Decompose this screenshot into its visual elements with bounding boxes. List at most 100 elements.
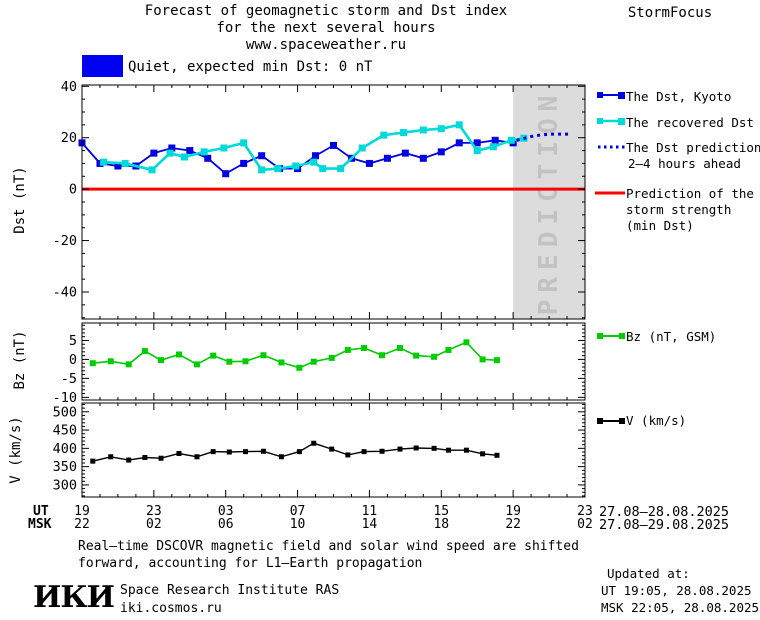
marker-dst-kyoto: [401, 149, 409, 157]
marker-v-speed: [108, 454, 114, 460]
marker-dst-recovered: [473, 147, 481, 155]
y-tick-label: -10: [53, 390, 77, 406]
marker-dst-recovered: [400, 129, 408, 137]
marker-bz: [463, 339, 470, 346]
storm-level-swatch: [82, 55, 123, 77]
marker-dst-kyoto: [114, 162, 122, 170]
marker-bz: [278, 359, 285, 366]
msk-hour-tick-label: 02: [577, 517, 593, 532]
marker-bz: [226, 358, 233, 365]
marker-dst-recovered: [180, 153, 188, 161]
marker-bz: [396, 345, 403, 352]
marker-dst-kyoto: [365, 159, 373, 167]
ut-hour-tick-label: 07: [289, 504, 306, 519]
marker-dst-recovered: [121, 159, 129, 167]
legend-label-storm-line3: (min Dst): [626, 218, 694, 233]
marker-bz: [310, 358, 317, 365]
marker-dst-recovered: [507, 136, 515, 144]
marker-dst-recovered: [100, 158, 108, 166]
marker-v-speed: [278, 454, 284, 460]
y-tick-label: 20: [61, 130, 77, 146]
marker-bz: [431, 353, 438, 360]
marker-dst-recovered: [258, 166, 266, 174]
marker-v-speed: [176, 450, 182, 456]
marker-v-speed: [194, 454, 200, 460]
y-tick-label: 5: [69, 333, 77, 349]
marker-v-speed: [142, 454, 148, 460]
marker-dst-kyoto: [240, 159, 248, 167]
footnote-line2: forward, accounting for L1–Earth propaga…: [78, 556, 423, 571]
page-title-line1: Forecast of geomagnetic storm and Dst in…: [144, 3, 508, 19]
ut-date-range: 27.08–28.08.2025: [599, 504, 730, 520]
marker-dst-kyoto: [419, 154, 427, 162]
marker-bz: [328, 354, 335, 361]
marker-dst-recovered: [455, 121, 463, 129]
marker-dst-kyoto: [168, 144, 176, 152]
marker-v-speed: [210, 449, 216, 455]
prediction-band: [513, 85, 585, 319]
marker-v-speed: [361, 449, 367, 455]
site-url-link[interactable]: www.spaceweather.ru: [245, 37, 407, 53]
ut-hour-tick-label: 15: [433, 504, 450, 519]
marker-bz: [176, 351, 183, 358]
bz-axis-title: Bz (nT): [12, 330, 28, 390]
legend-sample-recovered-dst: [597, 118, 625, 125]
marker-dst-recovered: [319, 165, 327, 173]
marker-dst-recovered: [437, 125, 445, 133]
marker-dst-kyoto: [222, 170, 230, 178]
panel-frame: [81, 322, 586, 401]
marker-dst-recovered: [337, 165, 345, 173]
marker-v-speed: [463, 447, 469, 453]
marker-dst-recovered: [310, 158, 318, 166]
msk-hour-tick-label: 22: [74, 517, 90, 532]
org-site-link[interactable]: iki.cosmos.ru: [120, 601, 222, 616]
series-dst-prediction: [516, 132, 571, 142]
marker-bz: [445, 346, 452, 353]
marker-bz: [361, 345, 368, 352]
legend-label-storm-line1: Prediction of the: [626, 186, 754, 201]
marker-v-speed: [445, 447, 451, 453]
y-tick-label: 300: [53, 477, 77, 493]
msk-hour-tick-label: 22: [505, 517, 521, 532]
marker-dst-kyoto: [330, 141, 337, 149]
y-tick-label: -40: [53, 285, 77, 301]
y-tick-label: -5: [61, 371, 77, 387]
prediction-band-label: PREDICTION: [534, 89, 564, 316]
brand-stormfocus: StormFocus: [627, 5, 713, 21]
footnote-line1: Real–time DSCOVR magnetic field and sola…: [78, 539, 579, 554]
marker-dst-recovered: [220, 144, 228, 152]
updated-label: Updated at:: [607, 566, 690, 581]
y-tick-label: 450: [53, 423, 77, 439]
marker-dst-kyoto: [186, 147, 194, 155]
marker-v-speed: [90, 458, 96, 464]
y-tick-label: 350: [53, 459, 77, 475]
legend-label-recovered-dst: The recovered Dst: [626, 115, 754, 130]
msk-hour-tick-label: 14: [361, 517, 378, 532]
iki-logo: ИКИ: [33, 580, 115, 615]
ut-hour-tick-label: 19: [505, 504, 521, 519]
ut-hours-row: 19 23 03 07 11 15 19 23: [0, 504, 760, 519]
marker-dst-kyoto: [455, 139, 463, 147]
marker-bz: [193, 361, 200, 368]
ut-hour-tick-label: 03: [217, 504, 234, 519]
ut-hour-tick-label: 11: [361, 504, 378, 519]
marker-v-speed: [260, 448, 266, 454]
marker-v-speed: [379, 448, 385, 454]
marker-dst-kyoto: [258, 152, 266, 160]
legend-label-dst-prediction-line2: 2–4 hours ahead: [628, 156, 741, 171]
legend-sample-bz: [597, 333, 625, 339]
marker-dst-recovered: [240, 139, 248, 147]
ut-hour-tick-label: 19: [74, 504, 90, 519]
org-name: Space Research Institute RAS: [120, 583, 340, 598]
marker-v-speed: [480, 451, 486, 457]
marker-bz: [413, 352, 420, 359]
y-tick-label: -20: [53, 233, 77, 249]
title-block: Forecast of geomagnetic storm and Dst in…: [76, 3, 576, 54]
marker-v-speed: [296, 449, 302, 455]
ut-hour-tick-label: 23: [146, 504, 162, 519]
msk-row-label: MSK: [28, 517, 52, 532]
marker-v-speed: [158, 455, 164, 461]
marker-v-speed: [126, 457, 132, 463]
y-tick-label: 0: [69, 352, 77, 368]
